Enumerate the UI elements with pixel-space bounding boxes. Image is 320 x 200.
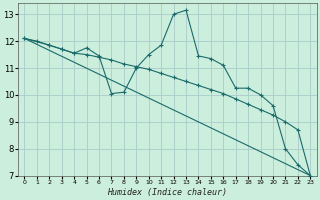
X-axis label: Humidex (Indice chaleur): Humidex (Indice chaleur) <box>108 188 228 197</box>
